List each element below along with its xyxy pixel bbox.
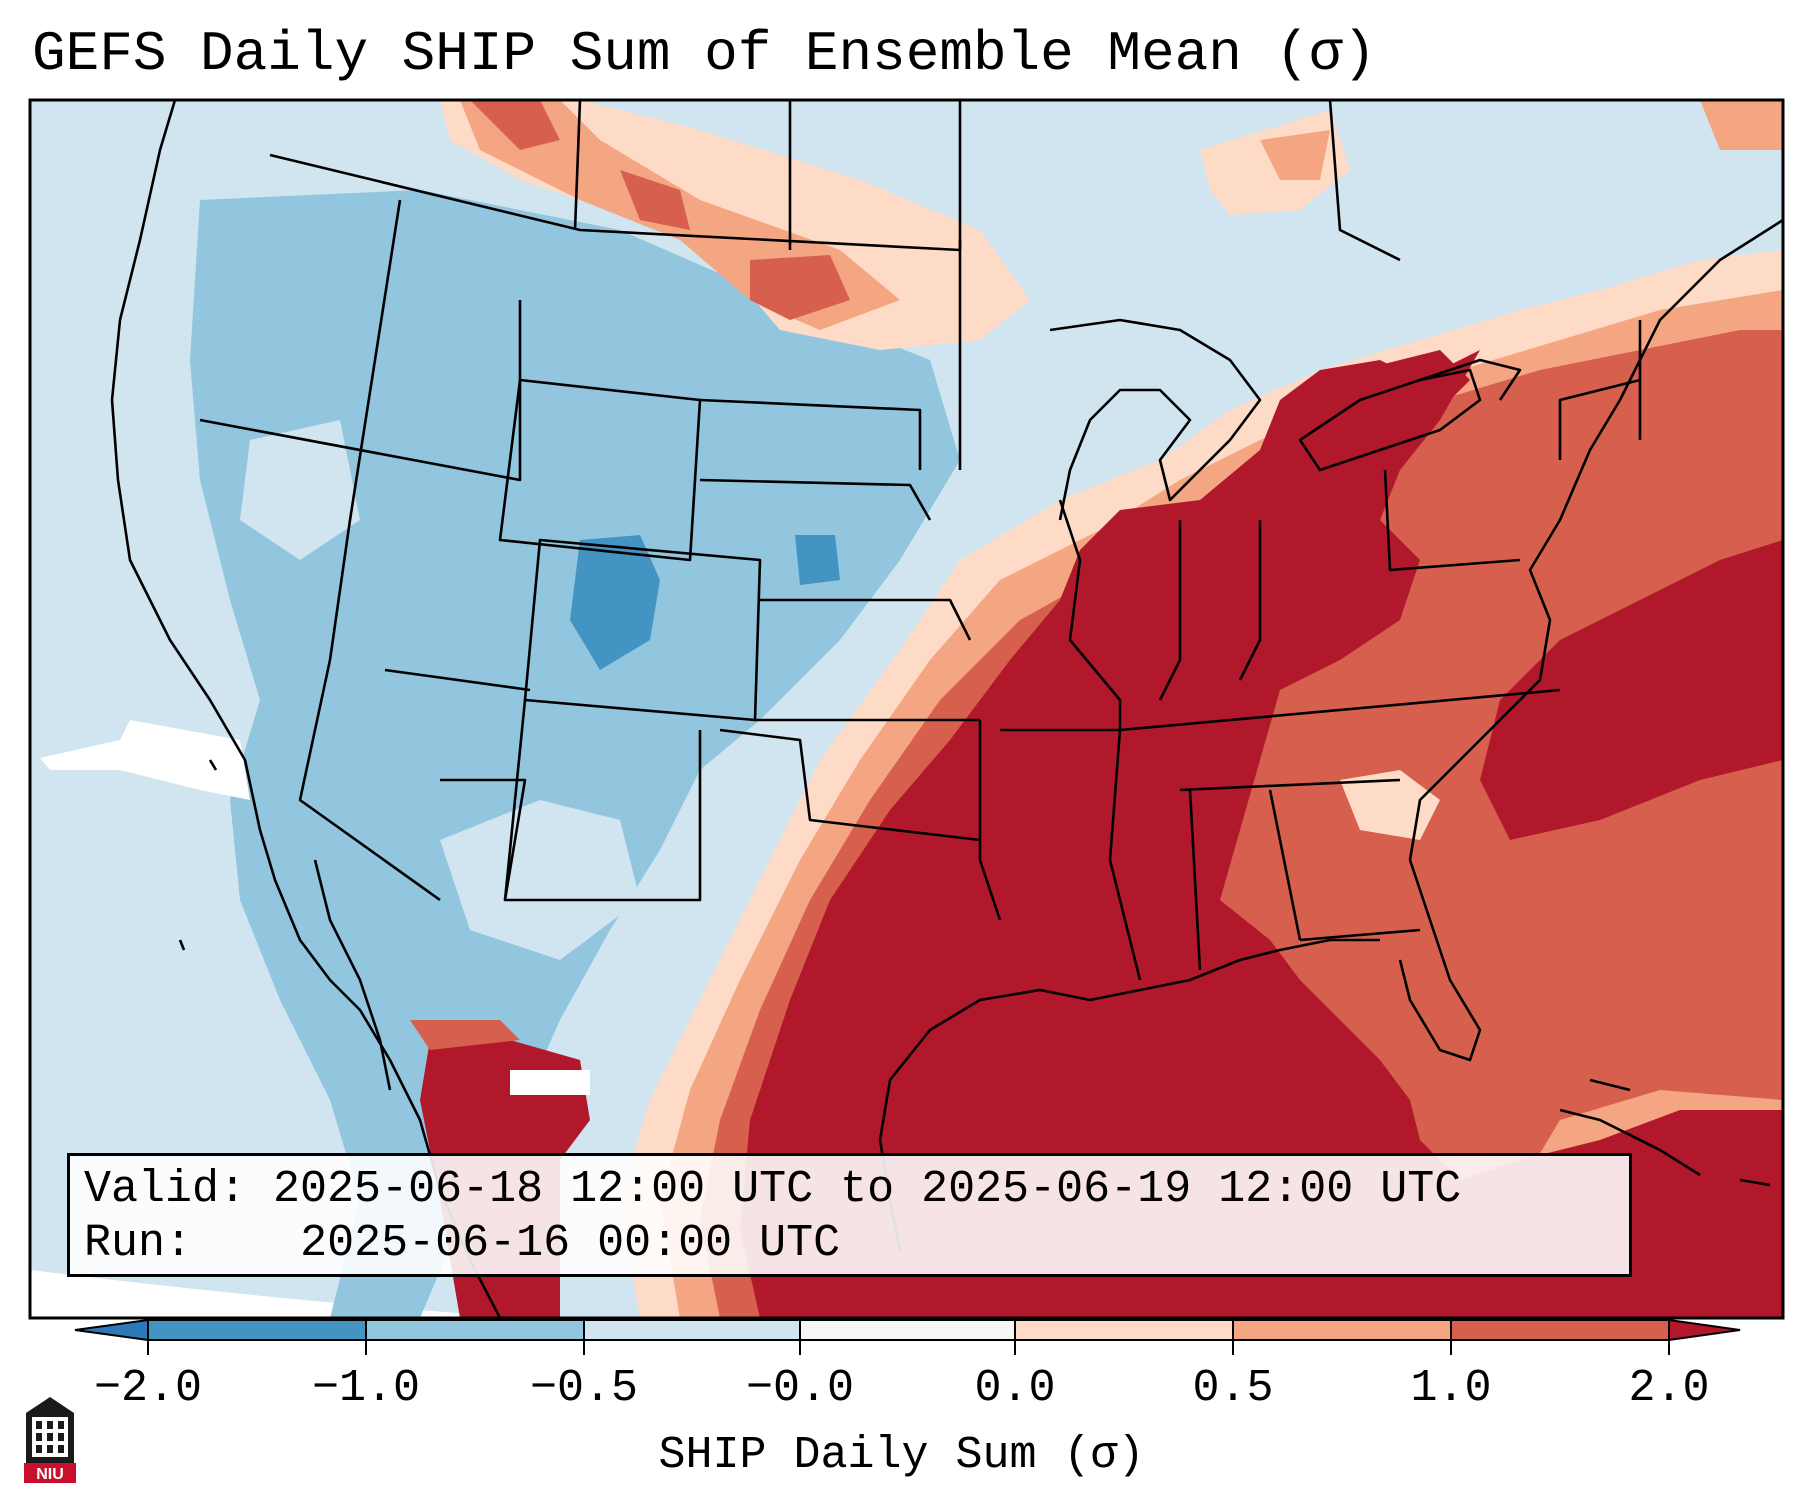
map-frame [28,98,1785,1320]
run-value: 2025-06-16 00:00 UTC [300,1218,841,1269]
colorbar-tick-label: −0.5 [529,1363,639,1414]
colorbar-bin [1233,1320,1451,1340]
lake-erie [1298,368,1482,472]
colorbar-tick-label: 0.0 [974,1363,1056,1414]
colorbar-tick-label: −2.0 [93,1363,203,1414]
valid-row: Valid: 2025-06-18 12:00 UTC to 2025-06-1… [84,1163,1615,1217]
colorbar-high-extend [1668,1318,1741,1342]
state-line-wyoming [498,378,702,562]
colorbar-ticks [147,1320,1670,1355]
logo-text: NIU [36,1466,64,1483]
run-label: Run: [84,1218,193,1269]
coastline-west [110,100,502,1318]
colorbar-bin [1015,1320,1233,1340]
validity-infobox: Valid: 2025-06-18 12:00 UTC to 2025-06-1… [67,1153,1632,1277]
region-nebraska-strong [795,535,840,585]
valid-value: 2025-06-18 12:00 UTC to 2025-06-19 12:00… [273,1164,1462,1215]
colorbar-title: SHIP Daily Sum (σ) [658,1430,1145,1481]
region-pacific-neutral [40,720,250,800]
lake-ontario [1419,358,1522,401]
coastline-east [1398,218,1783,1062]
valid-label: Valid: [84,1164,247,1215]
region-atlantic-extreme [1480,540,1783,840]
colorbar-tick-label: 2.0 [1628,1363,1710,1414]
colorbar-tick-label: 1.0 [1410,1363,1492,1414]
colorbar-bin [1451,1320,1669,1340]
colorbar-tick-label: 0.5 [1192,1363,1274,1414]
colorbar-tick-label: −0.0 [745,1363,855,1414]
border-us-canada [269,153,961,252]
ship-field [30,100,1783,1318]
coastline-gulf [878,938,1380,1251]
region-prairies-strong [750,255,850,320]
colorbar-tick-label: −1.0 [311,1363,421,1414]
colorbar [74,1318,1741,1355]
region-southcentral-extreme [740,350,1783,1318]
region-southwest-weak [440,800,640,960]
run-row: Run: 2025-06-16 00:00 UTC [84,1217,1615,1271]
colorbar-bin [366,1320,584,1340]
state-line-nw [199,300,522,482]
colorbar-bin [148,1320,366,1340]
lake-michigan [1049,318,1262,521]
region-west-negative [190,190,960,1318]
niu-logo-icon: NIU [24,1397,76,1483]
state-line-tn-nc [1119,688,1561,732]
boundary-lines [110,100,1783,1318]
colorbar-low-extend [74,1318,149,1342]
region-nevada-weak [240,420,360,560]
map-title: GEFS Daily SHIP Sum of Ensemble Mean (σ) [32,22,1377,86]
region-colorado-strong [570,535,660,670]
colorbar-bin [584,1320,800,1340]
baja-coast [313,859,392,1091]
colorbar-bin [800,1320,1015,1340]
